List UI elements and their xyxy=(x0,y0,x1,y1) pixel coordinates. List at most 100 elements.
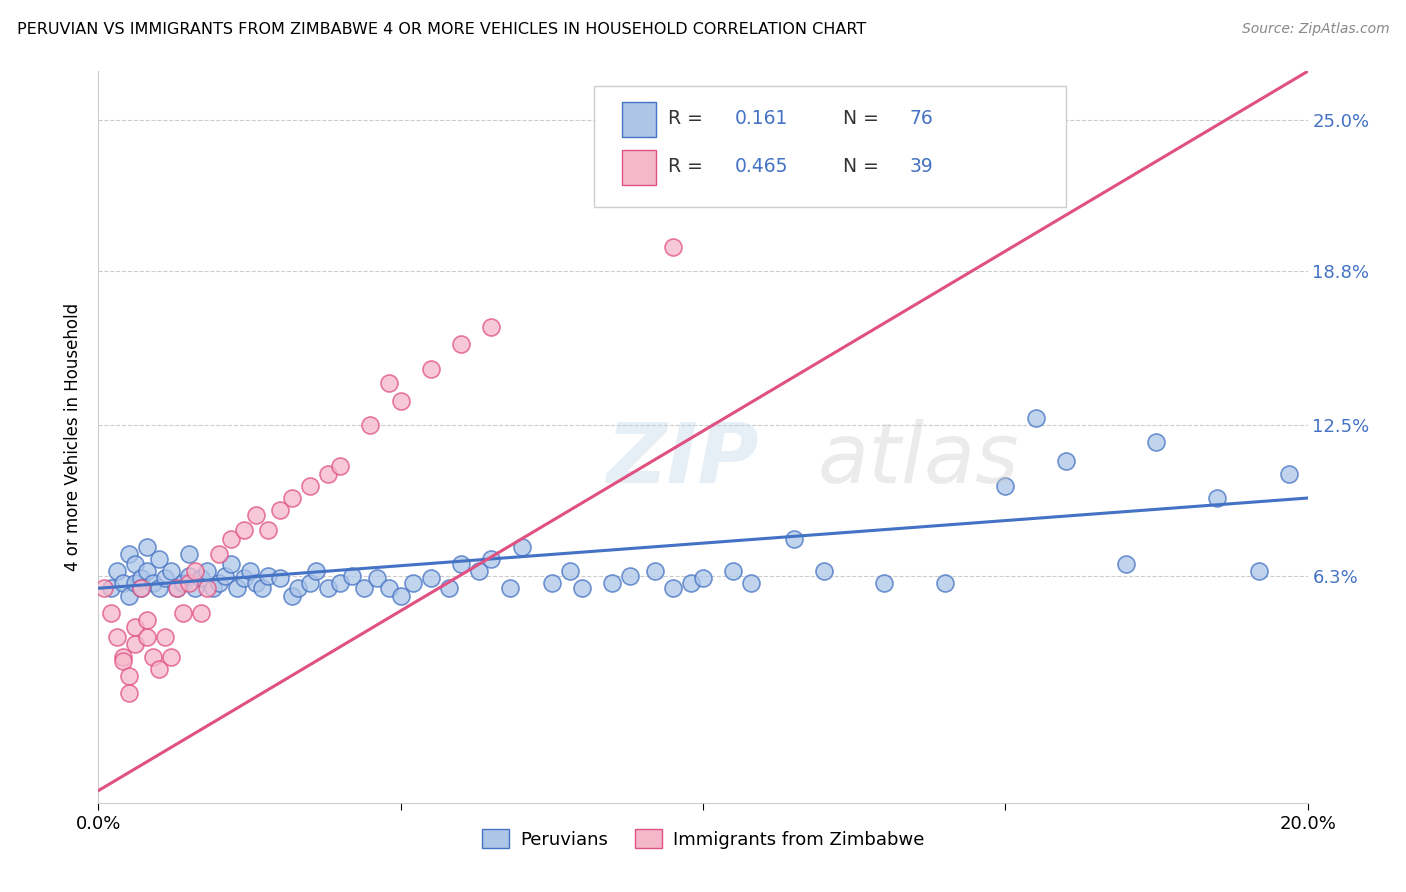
Point xyxy=(679,576,702,591)
Point xyxy=(160,649,183,664)
Point xyxy=(661,240,683,254)
Point xyxy=(245,508,267,522)
Point xyxy=(558,564,581,578)
Text: R =: R = xyxy=(668,157,703,176)
Point xyxy=(190,606,212,620)
Point xyxy=(873,576,896,591)
Text: N =: N = xyxy=(844,110,879,128)
Text: ZIP: ZIP xyxy=(606,418,759,500)
Point xyxy=(602,576,624,591)
Point xyxy=(256,569,278,583)
Point xyxy=(135,564,157,578)
Point xyxy=(208,547,231,561)
Point xyxy=(468,564,491,578)
Point xyxy=(124,620,146,634)
Point xyxy=(994,479,1017,493)
Point xyxy=(540,576,562,591)
Point xyxy=(232,523,254,537)
Point xyxy=(153,630,176,644)
Point xyxy=(221,533,243,547)
Point xyxy=(256,523,278,537)
Legend: Peruvians, Immigrants from Zimbabwe: Peruvians, Immigrants from Zimbabwe xyxy=(475,822,931,856)
Point xyxy=(934,576,956,591)
Point xyxy=(269,572,291,586)
Text: 76: 76 xyxy=(910,110,934,128)
Point xyxy=(281,491,304,505)
Point xyxy=(783,533,806,547)
Point xyxy=(402,576,425,591)
Point xyxy=(723,564,745,578)
Point xyxy=(166,581,188,595)
Point xyxy=(129,572,152,586)
Text: 0.465: 0.465 xyxy=(734,157,787,176)
Point xyxy=(172,606,194,620)
Point xyxy=(377,581,399,595)
Point xyxy=(481,320,503,334)
Point xyxy=(100,581,122,595)
Point xyxy=(389,393,412,408)
Point xyxy=(299,576,322,591)
Point xyxy=(1206,491,1229,505)
Point xyxy=(360,417,382,432)
Point xyxy=(124,637,146,651)
Point xyxy=(111,654,134,668)
Point xyxy=(166,581,188,595)
Point xyxy=(148,662,170,676)
Point xyxy=(190,572,212,586)
Point xyxy=(481,552,503,566)
Point xyxy=(118,669,141,683)
Point xyxy=(184,581,207,595)
Point xyxy=(269,503,291,517)
Point xyxy=(232,572,254,586)
Point xyxy=(619,569,641,583)
Point xyxy=(184,564,207,578)
Y-axis label: 4 or more Vehicles in Household: 4 or more Vehicles in Household xyxy=(65,303,83,571)
Point xyxy=(287,581,309,595)
Point xyxy=(160,564,183,578)
Point xyxy=(111,649,134,664)
Point xyxy=(329,576,352,591)
Point xyxy=(571,581,593,595)
Point xyxy=(740,576,762,591)
Point xyxy=(1115,557,1137,571)
Point xyxy=(450,337,472,351)
Point xyxy=(1249,564,1271,578)
Point xyxy=(221,557,243,571)
Point xyxy=(420,572,443,586)
Point xyxy=(153,572,176,586)
Point xyxy=(100,606,122,620)
FancyBboxPatch shape xyxy=(595,86,1066,207)
Point xyxy=(450,557,472,571)
Point xyxy=(179,576,201,591)
Point xyxy=(498,581,520,595)
Point xyxy=(813,564,835,578)
Point xyxy=(1144,434,1167,449)
Point xyxy=(437,581,460,595)
Text: R =: R = xyxy=(668,110,703,128)
Point xyxy=(124,576,146,591)
Text: N =: N = xyxy=(844,157,879,176)
Point xyxy=(377,376,399,391)
Point xyxy=(142,576,165,591)
Point xyxy=(172,576,194,591)
Point xyxy=(1024,410,1046,425)
Point xyxy=(142,649,165,664)
Point xyxy=(342,569,364,583)
Text: 39: 39 xyxy=(910,157,934,176)
Point xyxy=(692,572,714,586)
Point xyxy=(1278,467,1301,481)
Point xyxy=(129,581,152,595)
Point xyxy=(510,540,533,554)
Point xyxy=(1054,454,1077,468)
FancyBboxPatch shape xyxy=(621,102,655,137)
Point xyxy=(389,589,412,603)
Point xyxy=(366,572,388,586)
Point xyxy=(179,547,201,561)
Point xyxy=(299,479,322,493)
Point xyxy=(420,361,443,376)
Point xyxy=(179,569,201,583)
Point xyxy=(316,467,339,481)
Point xyxy=(644,564,666,578)
Text: atlas: atlas xyxy=(818,418,1019,500)
Point xyxy=(105,630,128,644)
